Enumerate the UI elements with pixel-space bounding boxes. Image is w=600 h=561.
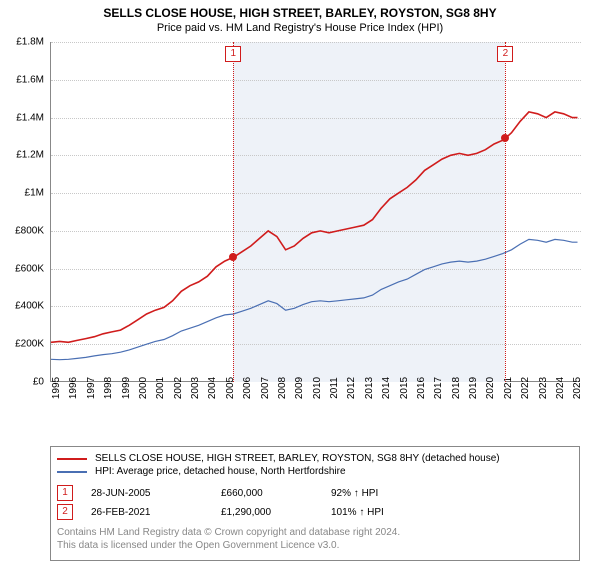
footer-line: Contains HM Land Registry data © Crown c… (57, 526, 573, 539)
legend-series-row: SELLS CLOSE HOUSE, HIGH STREET, BARLEY, … (57, 453, 573, 464)
y-axis-label: £1.8M (16, 37, 44, 48)
series-line (51, 239, 578, 359)
chart-area: £0£200K£400K£600K£800K£1M£1.2M£1.4M£1.6M… (50, 42, 580, 412)
y-axis-label: £1.4M (16, 112, 44, 123)
legend-series-row: HPI: Average price, detached house, Nort… (57, 466, 573, 477)
plot-region: £0£200K£400K£600K£800K£1M£1.2M£1.4M£1.6M… (50, 42, 580, 382)
transaction-price: £1,290,000 (221, 507, 331, 518)
transaction-price: £660,000 (221, 488, 331, 499)
footer-line: This data is licensed under the Open Gov… (57, 539, 573, 552)
y-axis-label: £800K (15, 225, 44, 236)
legend-label: SELLS CLOSE HOUSE, HIGH STREET, BARLEY, … (95, 453, 500, 464)
series-lines (51, 42, 581, 382)
transaction-table: 1 28-JUN-2005£660,00092% ↑ HPI 2 26-FEB-202… (57, 485, 573, 520)
transaction-date: 26-FEB-2021 (91, 507, 221, 518)
legend-box: SELLS CLOSE HOUSE, HIGH STREET, BARLEY, … (50, 446, 580, 561)
transaction-dot (229, 253, 237, 261)
transaction-dot (501, 134, 509, 142)
chart-subtitle: Price paid vs. HM Land Registry's House … (0, 22, 600, 34)
y-axis-label: £1.2M (16, 150, 44, 161)
transaction-pct: 92% ↑ HPI (331, 488, 461, 499)
series-line (51, 112, 578, 342)
transaction-num-box: 2 (57, 504, 73, 520)
transaction-date: 28-JUN-2005 (91, 488, 221, 499)
transaction-vline (233, 42, 234, 382)
transaction-row: 1 28-JUN-2005£660,00092% ↑ HPI (57, 485, 573, 501)
transaction-vline (505, 42, 506, 382)
chart-title: SELLS CLOSE HOUSE, HIGH STREET, BARLEY, … (0, 6, 600, 20)
y-axis-label: £0 (33, 377, 44, 388)
y-axis-label: £400K (15, 301, 44, 312)
transaction-pct: 101% ↑ HPI (331, 507, 461, 518)
transaction-row: 2 26-FEB-2021£1,290,000101% ↑ HPI (57, 504, 573, 520)
y-axis-label: £1.6M (16, 74, 44, 85)
legend-label: HPI: Average price, detached house, Nort… (95, 466, 346, 477)
footer-attribution: Contains HM Land Registry data © Crown c… (57, 526, 573, 552)
transaction-marker-box: 1 (225, 46, 241, 62)
y-axis-label: £200K (15, 339, 44, 350)
transaction-num-box: 1 (57, 485, 73, 501)
legend-swatch (57, 471, 87, 473)
legend-swatch (57, 458, 87, 460)
transaction-marker-box: 2 (497, 46, 513, 62)
y-axis-label: £1M (25, 188, 44, 199)
y-axis-label: £600K (15, 263, 44, 274)
